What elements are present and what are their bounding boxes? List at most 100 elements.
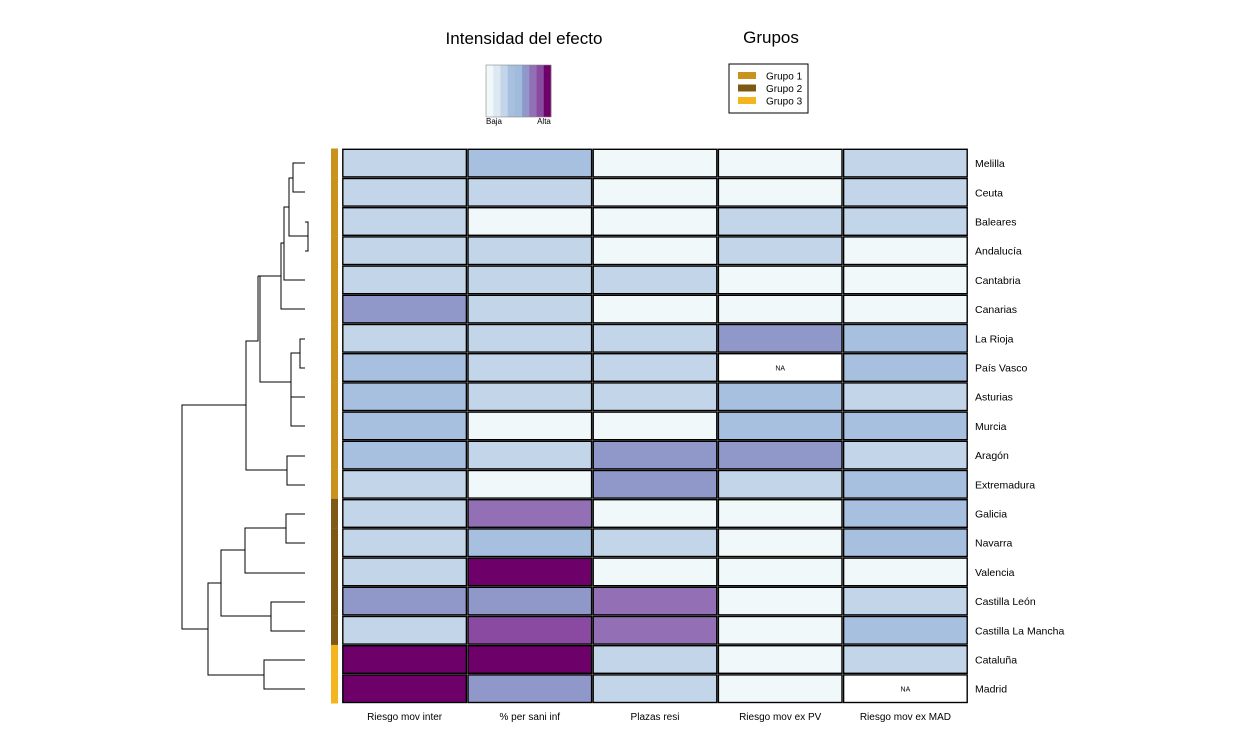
- heatmap-cell: [842, 645, 968, 675]
- heatmap-cell: [842, 353, 968, 383]
- intensity-swatch: [493, 65, 501, 117]
- group-bar-segment: [331, 557, 338, 587]
- heatmap-cell: [342, 615, 468, 645]
- row-label: Valencia: [975, 567, 1015, 579]
- heatmap-cell: [717, 411, 843, 441]
- row-label: Melilla: [975, 158, 1005, 170]
- group-bar-segment: [331, 644, 338, 675]
- intensity-swatch: [500, 65, 508, 117]
- heatmap-cell: [467, 674, 593, 704]
- heatmap-cell: [842, 615, 968, 645]
- dendrogram-link: [280, 242, 305, 310]
- heatmap-cell: [592, 177, 718, 207]
- group-bar-segment: [331, 265, 338, 295]
- group-legend-label: Grupo 2: [766, 84, 803, 95]
- group-bar-segment: [331, 586, 338, 616]
- heatmap-cell: [467, 148, 593, 178]
- dendrogram-link: [288, 177, 308, 237]
- intensity-low-label: Baja: [486, 117, 503, 126]
- group-legend-swatch: [738, 97, 756, 104]
- heatmap-cell: [342, 645, 468, 675]
- heatmap-cell: [842, 382, 968, 412]
- row-label: Castilla La Mancha: [975, 625, 1064, 637]
- heatmap-cell: [592, 440, 718, 470]
- heatmap-cell: [342, 586, 468, 616]
- heatmap-cell: [467, 557, 593, 587]
- group-bar-segment: [331, 177, 338, 208]
- heatmap-cell: [842, 294, 968, 324]
- heatmap-cell: [592, 615, 718, 645]
- heatmap-cell: [342, 674, 468, 704]
- heatmap-cell: [842, 674, 968, 704]
- dendrogram-link: [263, 659, 305, 690]
- heatmap-cell: [842, 236, 968, 266]
- row-label: Baleares: [975, 217, 1016, 229]
- heatmap-cell: [592, 557, 718, 587]
- heatmap-cell: [467, 236, 593, 266]
- row-label: Canarias: [975, 304, 1017, 316]
- group-legend-swatch: [738, 84, 756, 92]
- dendrogram-link: [220, 549, 271, 617]
- na-cell-label: NA: [775, 366, 785, 373]
- heatmap-cell: [717, 528, 843, 558]
- heatmap-cell: [342, 265, 468, 295]
- heatmap-cell: [592, 499, 718, 529]
- heatmap-cells: NA NA: [342, 148, 968, 704]
- heatmap-cell: [592, 382, 718, 412]
- column-label: Plazas resi: [631, 712, 680, 723]
- heatmap-cell: [842, 265, 968, 295]
- heatmap-cell: [717, 440, 843, 470]
- intensity-swatch: [536, 65, 545, 117]
- heatmap-cell: [717, 382, 843, 412]
- row-label: Cataluña: [975, 655, 1017, 667]
- group-bar-segment: [331, 323, 338, 354]
- intensity-high-label: Alta: [537, 117, 551, 126]
- heatmap-cell: [467, 586, 593, 616]
- group-legend-swatch: [738, 72, 756, 79]
- heatmap-cell: [717, 499, 843, 529]
- heatmap-cell: [842, 469, 968, 499]
- heatmap-cell: [467, 382, 593, 412]
- heatmap-cell: [467, 645, 593, 675]
- group-bar-segment: [331, 498, 338, 529]
- heatmap-cell: [717, 236, 843, 266]
- heatmap-cell: [717, 148, 843, 178]
- heatmap-cell: [342, 148, 468, 178]
- group-legend-label: Grupo 1: [766, 72, 803, 83]
- group-bar-segment: [331, 148, 338, 178]
- heatmap-cell: [717, 353, 843, 383]
- row-label: Galicia: [975, 509, 1007, 521]
- dendrogram-link: [259, 276, 291, 383]
- dendrogram-link: [299, 338, 305, 369]
- column-labels: Riesgo mov inter % per sani inf Plazas res…: [367, 712, 951, 723]
- heatmap-cell: [717, 206, 843, 236]
- heatmap-cell: [342, 177, 468, 207]
- group-bar-segment: [331, 469, 338, 500]
- heatmap-cell: [467, 177, 593, 207]
- dendrogram-link: [285, 513, 305, 544]
- dendrogram-link: [292, 162, 305, 193]
- dendrogram-link: [286, 455, 305, 486]
- heatmap-cell: [717, 177, 843, 207]
- column-label: Riesgo mov ex PV: [739, 712, 822, 723]
- groups-legend-title: Grupos: [743, 28, 799, 47]
- heatmap-cell: [592, 236, 718, 266]
- column-label: Riesgo mov ex MAD: [860, 712, 951, 723]
- heatmap-cell: [342, 557, 468, 587]
- heatmap-cell: [342, 236, 468, 266]
- row-label: Asturias: [975, 392, 1013, 404]
- intensity-swatch: [529, 65, 537, 117]
- heatmap-cell: [592, 323, 718, 353]
- heatmap-cell: [342, 411, 468, 441]
- group-bar-segment: [331, 206, 338, 237]
- heatmap-cell: [592, 411, 718, 441]
- column-label: Riesgo mov inter: [367, 712, 443, 723]
- heatmap-cell: [717, 323, 843, 353]
- heatmap-cell: [342, 469, 468, 499]
- heatmap-cell: [842, 499, 968, 529]
- heatmap-cell: [717, 674, 843, 704]
- heatmap-cell: [592, 294, 718, 324]
- row-label: Extremadura: [975, 479, 1035, 491]
